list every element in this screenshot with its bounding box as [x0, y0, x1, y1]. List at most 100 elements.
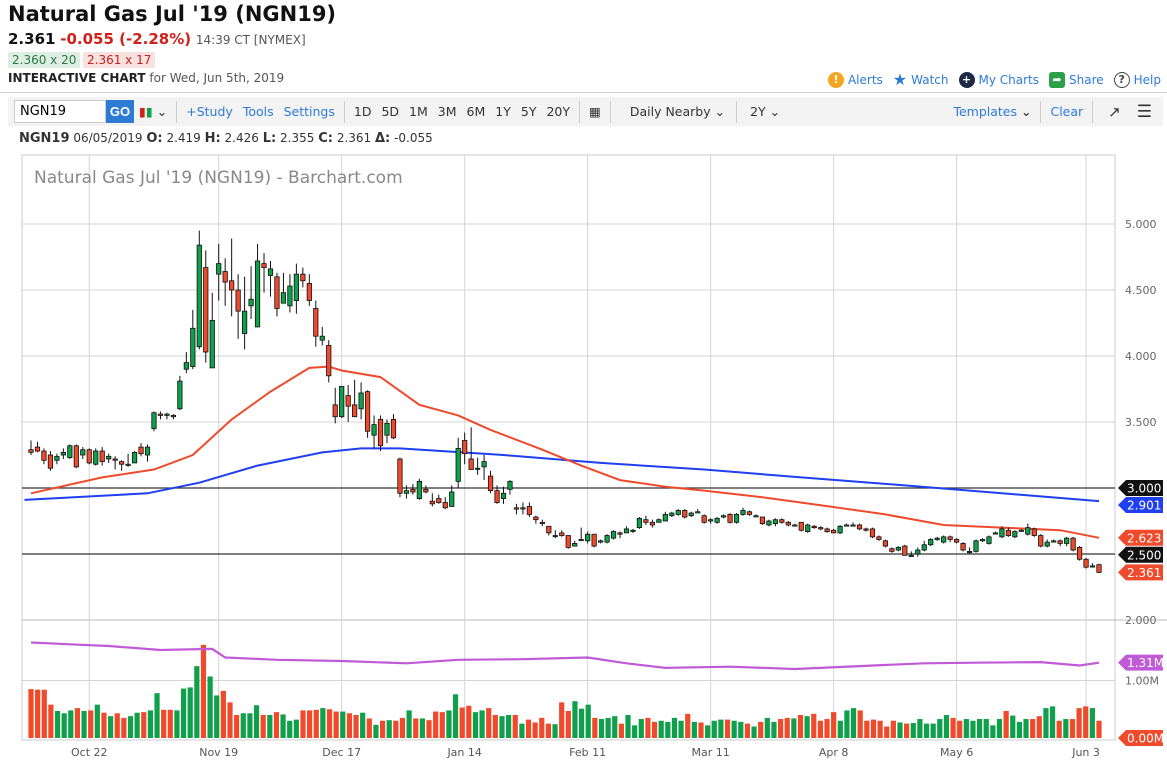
candle-body	[151, 412, 157, 430]
my-charts-link[interactable]: + My Charts	[958, 71, 1039, 88]
candle	[196, 230, 202, 350]
period-1m[interactable]: 1M	[409, 104, 428, 119]
candle	[675, 509, 681, 516]
volume-bar	[141, 712, 147, 738]
candle-body	[701, 515, 707, 523]
candle	[190, 309, 196, 370]
candle-body	[720, 515, 727, 518]
period-1y[interactable]: 1Y	[495, 104, 511, 119]
volume-bar	[658, 720, 664, 738]
period-5d[interactable]: 5D	[381, 104, 400, 119]
settings-button[interactable]: Settings	[283, 104, 335, 119]
candle	[513, 503, 520, 515]
volume-bar	[917, 719, 923, 738]
volume-bar	[844, 710, 850, 738]
candle	[416, 478, 422, 500]
candle-body	[144, 446, 151, 456]
volume-bar	[1010, 715, 1016, 738]
candle	[591, 533, 597, 548]
period-1d[interactable]: 1D	[353, 104, 372, 119]
candle-body	[222, 271, 228, 283]
candle-body	[41, 450, 47, 461]
volume-bar	[433, 711, 439, 738]
volume-bar	[890, 720, 896, 738]
candle	[636, 517, 643, 529]
plus-circle-icon: +	[958, 71, 975, 88]
templates-label: Templates	[953, 104, 1018, 119]
x-tick-label: Apr 8	[819, 746, 849, 759]
candle	[973, 539, 979, 553]
candle	[999, 526, 1005, 539]
candle-body	[598, 540, 604, 543]
candle-body	[86, 449, 92, 464]
y-tick-label: 4.000	[1125, 350, 1157, 363]
candle	[112, 456, 118, 470]
candle	[565, 535, 571, 549]
candle-body	[442, 502, 448, 509]
watch-link[interactable]: ★ Watch	[893, 70, 949, 89]
period-3m[interactable]: 3M	[437, 104, 457, 119]
candle	[992, 531, 999, 535]
candle	[390, 414, 397, 440]
volume-bar	[910, 723, 916, 738]
volume-bar	[41, 689, 47, 738]
candle-body	[138, 446, 144, 455]
candle	[682, 509, 688, 519]
candle-body	[352, 404, 358, 418]
tools-button[interactable]: Tools	[242, 104, 274, 119]
candle-body	[882, 540, 889, 547]
period-6m[interactable]: 6M	[466, 104, 486, 119]
volume-bar	[638, 719, 644, 738]
calendar-icon[interactable]: ▦	[589, 104, 601, 119]
y-tick-label: 5.000	[1125, 218, 1157, 231]
candle-body	[287, 285, 293, 307]
period-5y[interactable]: 5Y	[520, 104, 537, 119]
volume-bar	[764, 717, 770, 738]
expand-icon[interactable]: ↗	[1108, 102, 1121, 121]
candle-body	[824, 528, 830, 532]
share-link[interactable]: ➦ Share	[1049, 71, 1104, 88]
candle-body	[714, 517, 720, 523]
volume-bar	[386, 720, 392, 738]
help-link[interactable]: ? Help	[1113, 71, 1161, 88]
candle-body	[779, 519, 785, 523]
candle-body	[941, 536, 947, 543]
candle	[131, 451, 138, 464]
candle	[306, 274, 312, 306]
candle-body	[475, 467, 481, 470]
candle	[876, 535, 882, 541]
volume-bar	[406, 710, 412, 738]
candle-body	[759, 516, 766, 525]
candle	[1096, 563, 1102, 574]
candle	[662, 511, 668, 522]
candle-body	[326, 345, 332, 377]
divider	[1092, 100, 1094, 123]
volume-bar	[559, 702, 565, 738]
alerts-link[interactable]: ! Alerts	[827, 71, 883, 88]
x-tick-label: Jan 14	[446, 746, 481, 759]
candle	[934, 536, 940, 541]
candle-body	[565, 535, 571, 548]
volume-bar	[127, 716, 134, 738]
templates-dropdown[interactable]: Templates ⌄	[948, 104, 1036, 119]
symbol-input[interactable]	[14, 100, 106, 123]
candle-body	[416, 480, 422, 499]
price-change: -0.055 (-2.28%)	[60, 30, 192, 48]
candle	[889, 547, 895, 553]
study-button[interactable]: +Study	[186, 104, 233, 119]
volume-bar	[870, 719, 877, 738]
chart-type-dropdown[interactable]: ▮▮ ⌄	[139, 104, 168, 119]
ohlc-date: 06/05/2019	[73, 131, 143, 145]
range-dropdown[interactable]: 2Y ⌄	[745, 104, 785, 119]
menu-icon[interactable]: ☰	[1136, 101, 1152, 122]
candle-body	[455, 447, 461, 482]
go-button[interactable]: GO	[106, 100, 134, 123]
candle	[1064, 536, 1070, 547]
period-20y[interactable]: 20Y	[546, 104, 571, 119]
clear-button[interactable]: Clear	[1050, 104, 1084, 119]
chart-date: for Wed, Jun 5th, 2019	[149, 71, 285, 85]
interval-dropdown[interactable]: Daily Nearby ⌄	[625, 104, 730, 119]
volume-bar	[1056, 720, 1062, 738]
volume-bar	[976, 719, 983, 738]
candle	[157, 411, 164, 420]
